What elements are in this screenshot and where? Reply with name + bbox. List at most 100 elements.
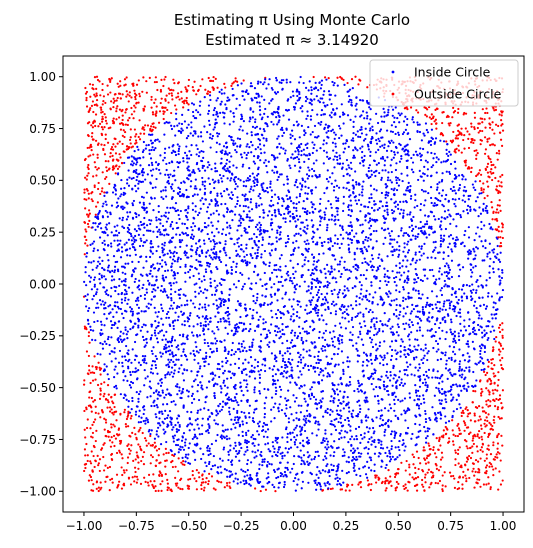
point-inside [375, 385, 378, 389]
point-inside [300, 459, 303, 462]
point-inside [383, 354, 386, 357]
point-inside [99, 332, 102, 335]
point-inside [390, 149, 393, 153]
point-inside [223, 468, 226, 471]
point-inside [438, 181, 441, 184]
point-outside [483, 118, 486, 121]
point-outside [435, 467, 438, 470]
point-inside [292, 215, 295, 218]
point-inside [427, 350, 430, 353]
point-inside [295, 411, 298, 414]
point-inside [196, 374, 199, 377]
point-inside [365, 414, 368, 417]
point-inside [258, 390, 261, 393]
point-outside [469, 456, 473, 460]
point-inside [223, 436, 226, 439]
point-inside [252, 160, 255, 163]
point-inside [390, 340, 394, 343]
point-inside [286, 99, 289, 102]
point-outside [91, 431, 95, 435]
point-inside [149, 371, 153, 374]
point-inside [198, 277, 201, 281]
point-inside [167, 345, 171, 348]
point-inside [296, 446, 299, 449]
point-inside [222, 174, 225, 178]
point-inside [410, 331, 413, 334]
point-outside [109, 107, 112, 110]
point-outside [476, 450, 479, 453]
point-inside [208, 262, 212, 266]
point-inside [401, 340, 404, 343]
point-inside [150, 349, 153, 353]
point-inside [286, 325, 289, 328]
point-inside [181, 342, 185, 345]
point-inside [223, 384, 227, 387]
point-outside [493, 415, 496, 418]
point-inside [422, 132, 425, 135]
point-inside [361, 188, 364, 191]
point-inside [296, 364, 299, 368]
point-outside [481, 406, 484, 409]
point-inside [422, 252, 425, 255]
point-outside [492, 398, 495, 402]
point-inside [357, 312, 360, 315]
point-inside [328, 273, 332, 276]
point-outside [499, 175, 502, 178]
point-inside [481, 331, 484, 334]
point-inside [148, 152, 151, 155]
point-outside [483, 419, 487, 422]
point-inside [378, 130, 382, 133]
point-inside [386, 255, 389, 258]
point-inside [282, 200, 285, 203]
point-inside [303, 280, 306, 283]
point-inside [463, 378, 466, 381]
point-inside [387, 280, 390, 284]
point-inside [214, 162, 217, 165]
point-outside [92, 400, 95, 403]
point-inside [156, 372, 159, 375]
point-inside [319, 485, 322, 488]
point-inside [474, 188, 477, 192]
point-inside [345, 460, 348, 463]
point-outside [100, 132, 103, 135]
point-inside [349, 425, 352, 428]
point-inside [442, 238, 445, 241]
point-inside [184, 460, 187, 463]
point-inside [202, 333, 206, 336]
point-inside [216, 132, 219, 135]
point-inside [439, 234, 443, 237]
point-outside [102, 100, 105, 103]
point-inside [405, 368, 408, 372]
point-inside [492, 329, 496, 332]
point-inside [224, 394, 228, 397]
point-inside [214, 337, 217, 340]
point-inside [292, 394, 295, 397]
point-inside [333, 268, 336, 271]
point-outside [90, 148, 93, 152]
point-inside [453, 335, 456, 338]
point-inside [257, 80, 260, 83]
point-outside [412, 478, 416, 481]
point-inside [111, 191, 115, 194]
point-inside [194, 242, 198, 245]
point-inside [205, 296, 208, 300]
point-inside [360, 125, 363, 129]
point-outside [480, 187, 483, 190]
point-inside [164, 276, 168, 279]
point-inside [135, 333, 138, 337]
point-inside [417, 369, 420, 372]
point-inside [425, 388, 429, 391]
point-inside [341, 312, 344, 315]
point-inside [367, 176, 370, 180]
point-inside [85, 284, 88, 287]
point-inside [85, 305, 88, 308]
point-outside [501, 389, 504, 392]
point-inside [216, 367, 219, 370]
point-outside [201, 474, 204, 477]
point-inside [186, 157, 189, 160]
point-outside [492, 346, 495, 349]
point-inside [430, 128, 434, 131]
point-outside [165, 451, 168, 455]
point-outside [457, 462, 460, 465]
point-inside [189, 422, 192, 425]
